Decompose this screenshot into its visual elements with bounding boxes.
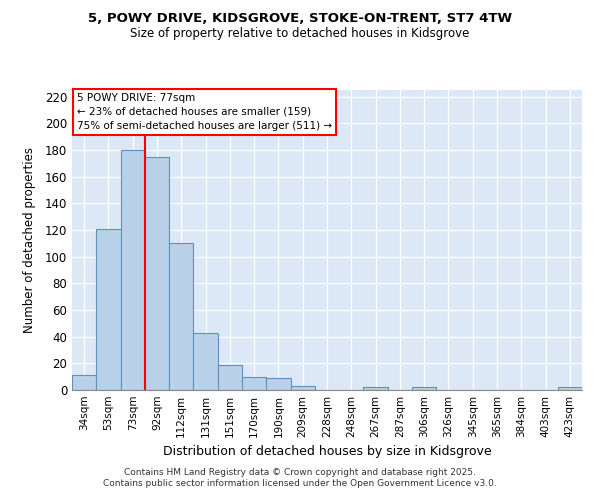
Text: Size of property relative to detached houses in Kidsgrove: Size of property relative to detached ho… — [130, 28, 470, 40]
Y-axis label: Number of detached properties: Number of detached properties — [23, 147, 37, 333]
Bar — [242, 376, 266, 390]
Bar — [218, 364, 242, 390]
Bar — [72, 376, 96, 390]
X-axis label: Distribution of detached houses by size in Kidsgrove: Distribution of detached houses by size … — [163, 446, 491, 458]
Bar — [412, 388, 436, 390]
Bar — [145, 156, 169, 390]
Bar — [121, 150, 145, 390]
Bar — [193, 332, 218, 390]
Text: 5 POWY DRIVE: 77sqm
← 23% of detached houses are smaller (159)
75% of semi-detac: 5 POWY DRIVE: 77sqm ← 23% of detached ho… — [77, 93, 332, 131]
Text: 5, POWY DRIVE, KIDSGROVE, STOKE-ON-TRENT, ST7 4TW: 5, POWY DRIVE, KIDSGROVE, STOKE-ON-TRENT… — [88, 12, 512, 26]
Bar — [364, 388, 388, 390]
Bar — [96, 228, 121, 390]
Bar — [169, 244, 193, 390]
Bar — [558, 388, 582, 390]
Bar — [290, 386, 315, 390]
Bar — [266, 378, 290, 390]
Text: Contains HM Land Registry data © Crown copyright and database right 2025.
Contai: Contains HM Land Registry data © Crown c… — [103, 468, 497, 487]
